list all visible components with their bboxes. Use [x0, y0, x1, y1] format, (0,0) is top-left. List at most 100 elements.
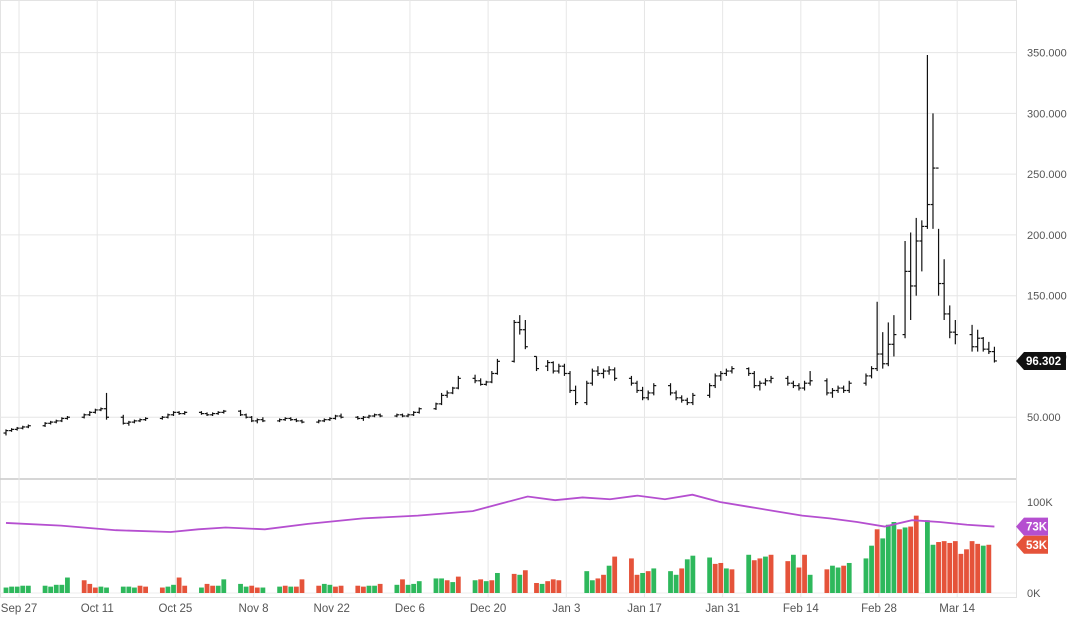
ohlc-bar: [679, 395, 685, 403]
volume-bar: [489, 580, 495, 593]
ohlc-bar: [628, 375, 634, 386]
ohlc-bar: [176, 411, 182, 415]
ohlc-bar: [439, 392, 445, 406]
ohlc-bar: [98, 407, 104, 412]
x-tick-label: Nov 22: [314, 603, 350, 615]
ohlc-bar: [254, 418, 260, 424]
x-tick-label: Feb 28: [861, 603, 897, 615]
ohlc-bar: [718, 371, 724, 381]
ohlc-bar: [517, 315, 523, 335]
volume-bar: [472, 580, 478, 593]
volume-bar: [913, 515, 919, 593]
volume-bar: [439, 578, 444, 593]
ohlc-bar: [913, 217, 919, 296]
volume-bar: [723, 568, 729, 593]
ohlc-bar: [522, 320, 528, 350]
ohlc-bar: [807, 371, 813, 386]
ohlc-bar: [120, 414, 126, 425]
volume-bar: [651, 568, 657, 593]
ohlc-bar: [494, 358, 500, 375]
ohlc-bar: [126, 420, 132, 426]
volume-bar: [690, 555, 696, 593]
volume-bar: [902, 527, 908, 593]
ohlc-bar: [332, 414, 338, 420]
last-price-badge-shape: [1016, 351, 1066, 370]
ohlc-bar: [991, 346, 997, 363]
y-tick-label: 150.000: [1027, 291, 1067, 303]
y-tick-label: 50.000: [1027, 412, 1061, 424]
volume-bar: [126, 586, 132, 593]
ohlc-bar: [952, 320, 958, 345]
ohlc-bar: [919, 220, 925, 272]
y-tick-label: 250.000: [1027, 169, 1067, 181]
ohlc-bar: [846, 380, 852, 393]
plot-frame: [0, 0, 1017, 598]
ohlc-bar: [634, 380, 640, 393]
volume-bar: [316, 585, 322, 593]
ohlc-bar: [556, 363, 562, 374]
ohlc-bars: [3, 55, 997, 436]
volume-bar: [746, 554, 752, 593]
volume-bar: [522, 570, 528, 593]
volume-bar: [199, 587, 204, 593]
volume-bar: [165, 586, 171, 593]
volume-bar: [768, 554, 774, 593]
x-tick-label: Mar 14: [939, 603, 975, 615]
volume-bar: [589, 580, 595, 593]
ohlc-bar: [204, 412, 210, 417]
volume-bar: [355, 585, 361, 593]
ohlc-bar: [640, 386, 646, 401]
volume-bar: [925, 520, 930, 593]
ohlc-bar: [483, 380, 489, 386]
volume-bar: [897, 529, 902, 593]
ohlc-bar: [221, 409, 227, 414]
volume-bar: [534, 582, 539, 593]
volume-bar: [606, 565, 612, 593]
volume-bar: [282, 585, 288, 593]
volume-bar: [327, 584, 333, 593]
volume-bar: [333, 586, 338, 593]
axis-labels: 50.000100.000150.000200.000250.000300.00…: [1, 48, 1067, 615]
ohlc-bar: [969, 324, 975, 352]
ohlc-bar: [584, 380, 590, 406]
volume-bar: [65, 577, 70, 593]
ohlc-bar: [92, 408, 98, 414]
ohlc-bar: [3, 429, 9, 436]
volume-bar: [176, 577, 182, 593]
last-price-badge: 96.302: [1016, 351, 1066, 370]
volume-bar: [444, 580, 450, 593]
volume-bar: [42, 585, 48, 593]
ohlc-bar: [299, 419, 305, 424]
average-volume-badge: 73K: [1016, 517, 1048, 536]
volume-bar: [98, 586, 104, 593]
volume-bar: [601, 574, 606, 593]
ohlc-bar: [20, 425, 26, 430]
average-volume-badge-shape: [1016, 517, 1048, 536]
volume-bar: [14, 586, 20, 593]
ohlc-bar: [891, 315, 897, 357]
volume-bar: [511, 573, 517, 593]
x-tick-label: Jan 3: [552, 603, 580, 615]
ohlc-bar: [104, 392, 110, 420]
volume-bar: [952, 541, 958, 593]
ohlc-bar: [238, 409, 244, 417]
ohlc-bar: [399, 413, 405, 418]
ohlc-bar: [171, 411, 177, 417]
y-tick-label: 200.000: [1027, 230, 1067, 242]
ohlc-bar: [545, 360, 551, 372]
ohlc-bar: [712, 373, 718, 389]
ohlc-bar: [182, 411, 188, 415]
volume-bar: [880, 538, 886, 593]
ohlc-bar: [288, 417, 294, 421]
ohlc-bar: [802, 380, 808, 391]
ohlc-bar: [9, 428, 15, 432]
ohlc-bar: [81, 413, 87, 419]
volume-bar: [830, 565, 835, 593]
volume-bar: [416, 581, 422, 593]
volume-bar: [360, 586, 366, 593]
volume-bar: [48, 586, 54, 593]
ohlc-bar: [377, 413, 383, 418]
volume-bar: [936, 542, 941, 593]
volume-bar: [104, 587, 109, 593]
volume-bar: [550, 579, 556, 593]
